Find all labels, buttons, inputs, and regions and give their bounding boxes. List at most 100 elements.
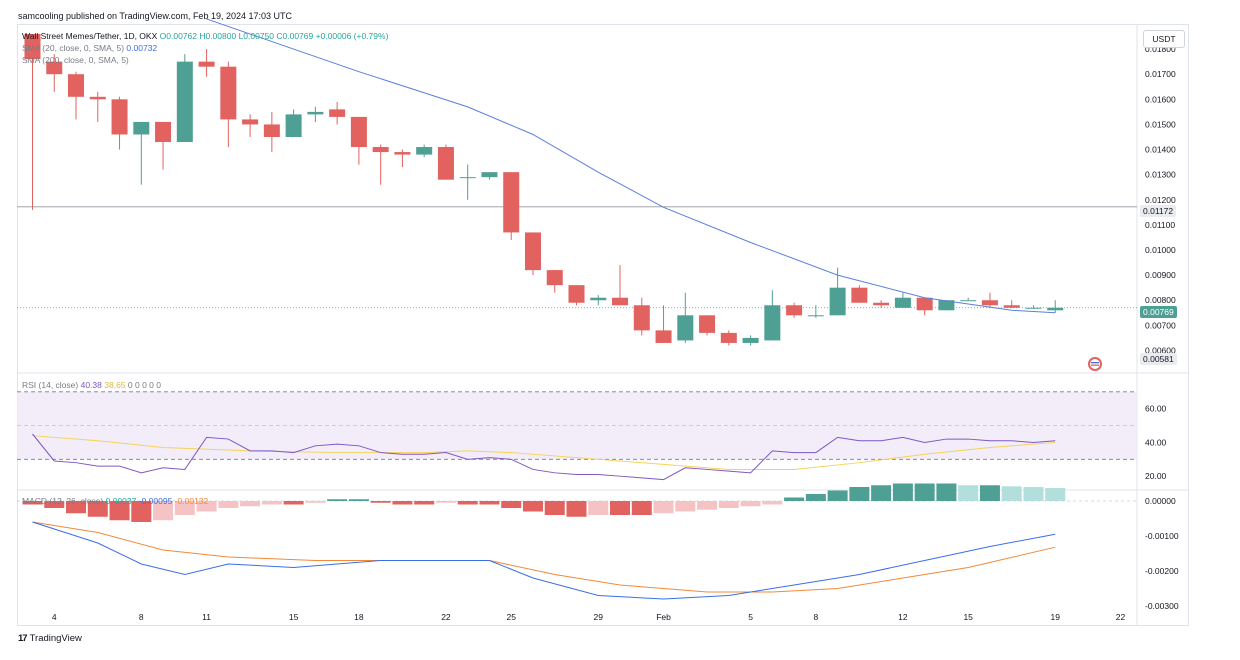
macd-histogram-bar	[914, 483, 935, 501]
sma20-label: SMA (20, close, 0, SMA, 5)	[22, 43, 125, 53]
macd-histogram-bar	[153, 501, 174, 521]
price-axis-tick: 0.01600	[1145, 94, 1176, 104]
macd-histogram-bar	[348, 499, 369, 501]
candle-up	[807, 315, 824, 317]
candle-down	[568, 285, 585, 303]
tradingview-footer[interactable]: 17 TradingView	[18, 633, 82, 644]
candle-down	[524, 232, 541, 271]
candle-up	[1025, 307, 1042, 309]
tradingview-logo-icon: 17	[18, 633, 28, 644]
rsi-label: RSI (14, close)	[22, 380, 79, 390]
candle-up	[1047, 307, 1064, 311]
candle-down	[111, 99, 128, 135]
macd-histogram-bar	[544, 501, 565, 515]
macd-histogram-bar	[892, 483, 913, 501]
macd-histogram-bar	[109, 501, 130, 521]
price-axis-tick: 0.01400	[1145, 145, 1176, 155]
rsi-legend[interactable]: RSI (14, close) 40.38 38.65 0 0 0 0 0	[22, 379, 161, 391]
macd-signal-line	[32, 521, 1056, 593]
x-axis-tick: 22	[441, 612, 451, 622]
candle-down	[242, 119, 259, 125]
sma20-legend[interactable]: SMA (20, close, 0, SMA, 5) 0.00732	[22, 42, 157, 54]
macd-histogram-bar	[327, 499, 348, 501]
macd-histogram-bar	[871, 485, 892, 501]
macd-histogram-bar	[1023, 487, 1044, 501]
macd-histogram-bar	[414, 501, 435, 505]
x-axis-tick: 4	[52, 612, 57, 622]
macd-axis-tick: 0.00000	[1145, 496, 1176, 506]
macd-histogram-bar	[261, 501, 282, 505]
x-axis-tick: 8	[139, 612, 144, 622]
macd-histogram-bar	[66, 501, 87, 514]
macd-histogram-bar	[740, 501, 761, 507]
macd-histogram-bar	[305, 501, 326, 503]
candle-down	[699, 315, 716, 333]
macd-histogram-bar	[87, 501, 108, 517]
symbol-legend[interactable]: Wall Street Memes/Tether, 1D, OKX O0.007…	[22, 30, 388, 42]
macd-histogram-bar	[196, 501, 217, 512]
macd-histogram-bar	[762, 501, 783, 505]
macd-histogram-bar	[849, 487, 870, 501]
candle-down	[503, 172, 520, 233]
price-axis-tick: 0.01500	[1145, 119, 1176, 129]
rsi-ma-line	[32, 435, 1056, 470]
x-axis-tick: 15	[963, 612, 973, 622]
candle-down	[372, 147, 389, 153]
price-axis-tick: 0.00600	[1145, 345, 1176, 355]
macd-signal-value: -0.00132	[174, 496, 209, 506]
candle-down	[68, 74, 85, 97]
price-axis-tick: 0.01000	[1145, 245, 1176, 255]
macd-histogram-bar	[240, 501, 261, 507]
level-price-tag: 0.01172	[1140, 205, 1177, 217]
last-price-tag: 0.00769	[1140, 306, 1177, 318]
macd-legend[interactable]: MACD (12, 26, close) 0.00037 -0.00095 -0…	[22, 495, 208, 507]
sma20-value: 0.00732	[126, 43, 158, 53]
candle-down	[720, 332, 737, 343]
macd-axis-tick: -0.00300	[1145, 601, 1179, 611]
macd-histogram-bar	[979, 485, 1000, 501]
macd-histogram-bar	[392, 501, 413, 505]
x-axis-tick: Feb	[656, 612, 671, 622]
macd-histogram-bar	[784, 497, 805, 501]
candle-down	[89, 96, 106, 100]
macd-line	[32, 521, 1056, 600]
country-flag-icon[interactable]	[1088, 357, 1102, 371]
candle-down	[786, 305, 803, 316]
published-header: samcooling published on TradingView.com,…	[18, 11, 292, 21]
candle-down	[198, 61, 215, 67]
rsi-line	[32, 433, 1056, 481]
macd-histogram-bar	[22, 501, 43, 505]
candle-down	[46, 61, 63, 75]
macd-histogram-bar	[697, 501, 718, 510]
macd-histogram-bar	[675, 501, 696, 512]
rsi-value: 40.38	[80, 380, 102, 390]
candle-down	[851, 287, 868, 303]
ohlc-values: O0.00762 H0.00800 L0.00750 C0.00769	[159, 31, 314, 41]
sma200-legend[interactable]: SMA (200, close, 0, SMA, 5)	[22, 54, 129, 66]
rsi-axis-tick: 60.00	[1145, 404, 1167, 414]
price-axis-tick: 0.00900	[1145, 270, 1176, 280]
currency-button[interactable]: USDT	[1143, 30, 1185, 48]
candle-up	[742, 337, 759, 343]
candle-up	[829, 287, 846, 316]
candle-down	[155, 121, 172, 143]
price-axis-tick: 0.01800	[1145, 44, 1176, 54]
x-axis-tick: 11	[202, 612, 211, 622]
macd-histogram-bar	[653, 501, 674, 514]
candle-down	[612, 297, 629, 306]
price-axis-tick: 0.01100	[1145, 220, 1175, 230]
x-axis-tick: 29	[594, 612, 604, 622]
macd-histogram-bar	[479, 501, 500, 505]
macd-histogram-bar	[44, 501, 65, 508]
chart-frame	[17, 24, 1189, 626]
candle-up	[481, 172, 498, 178]
macd-histogram-bar	[457, 501, 478, 505]
price-axis-tick: 0.00700	[1145, 320, 1176, 330]
macd-label: MACD (12, 26, close)	[22, 496, 104, 506]
candle-down	[873, 302, 890, 306]
candle-up	[938, 300, 955, 311]
candle-down	[220, 66, 237, 120]
macd-histogram-bar	[936, 483, 957, 501]
x-axis-tick: 22	[1116, 612, 1126, 622]
